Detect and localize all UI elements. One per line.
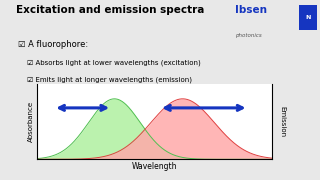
Text: photonics: photonics (235, 33, 262, 38)
Text: Ibsen: Ibsen (235, 5, 267, 15)
Y-axis label: Absorbance: Absorbance (28, 101, 34, 142)
Bar (299, 5, 317, 30)
Text: ☑ Absorbs light at lower wavelengths (excitation): ☑ Absorbs light at lower wavelengths (ex… (27, 60, 201, 66)
Text: ☑ Emits light at longer wavelengths (emission): ☑ Emits light at longer wavelengths (emi… (27, 76, 192, 83)
Text: N: N (305, 15, 311, 20)
X-axis label: Wavelength: Wavelength (132, 162, 177, 171)
Text: ☑ A fluorophore:: ☑ A fluorophore: (18, 40, 88, 49)
Y-axis label: Emission: Emission (279, 106, 285, 137)
Text: Excitation and emission spectra: Excitation and emission spectra (16, 5, 204, 15)
